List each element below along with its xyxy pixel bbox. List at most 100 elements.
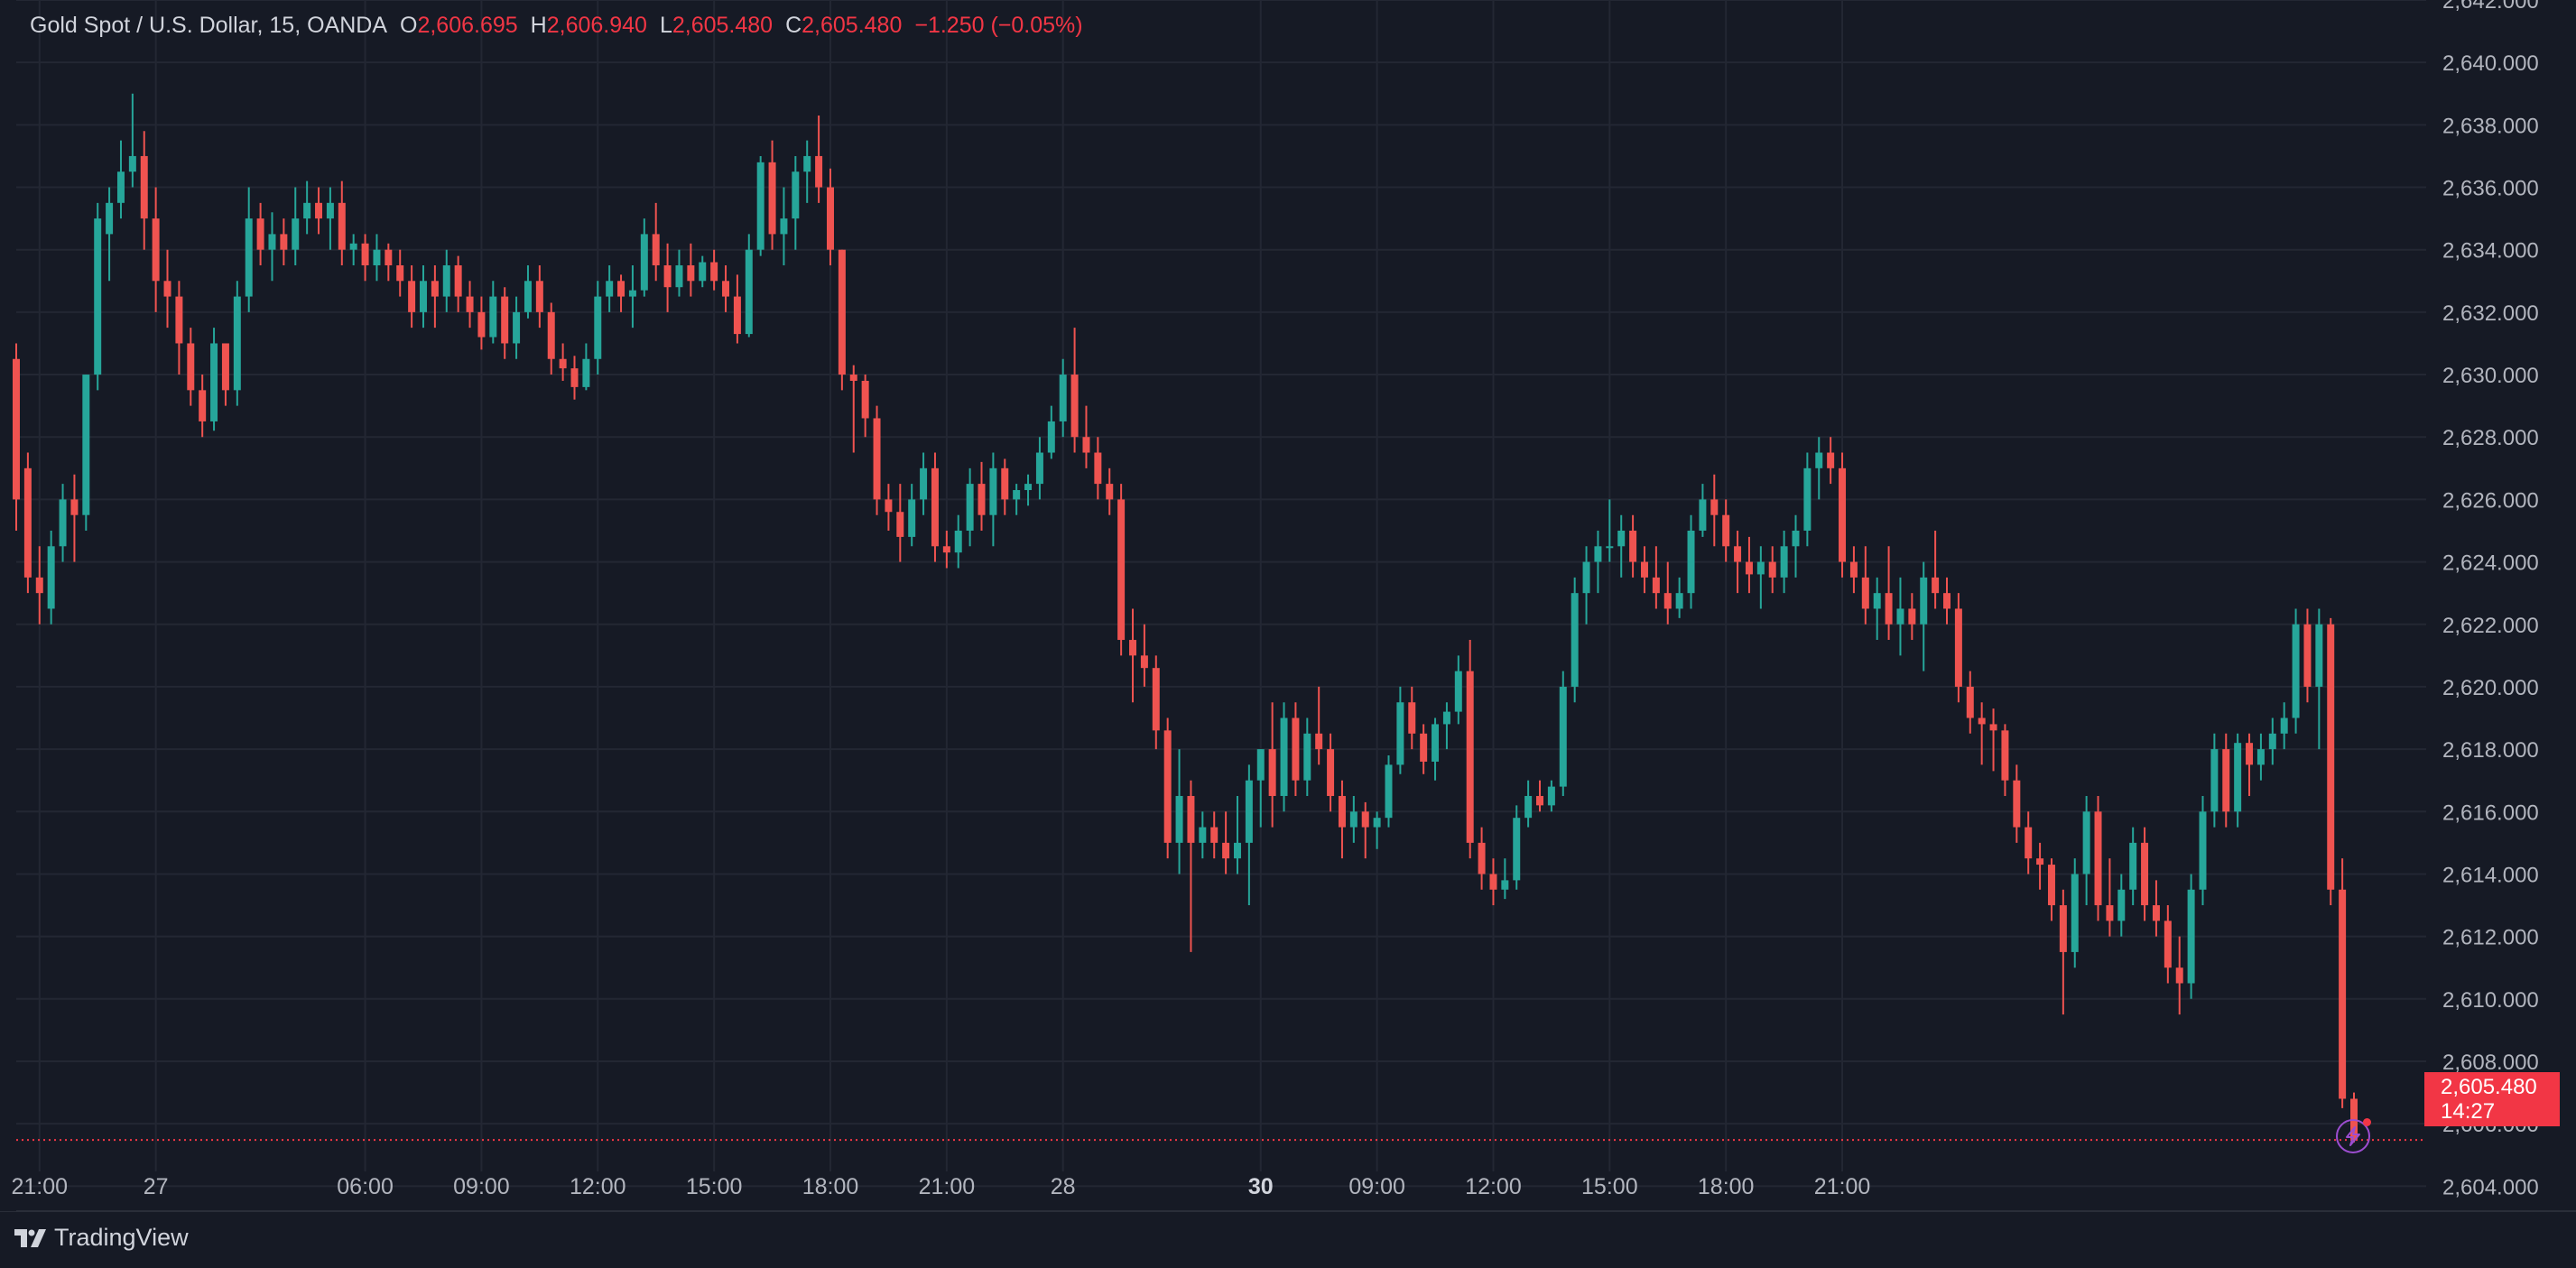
tradingview-logo-icon: [14, 1228, 46, 1247]
candle-down: [477, 296, 486, 350]
candle-down: [1908, 593, 1916, 641]
high-value: 2,606.940: [546, 13, 647, 38]
candle-down: [978, 461, 986, 531]
candle-body: [1594, 546, 1602, 562]
candle-body: [420, 281, 427, 312]
candle-down: [547, 302, 555, 375]
candle-body: [187, 343, 195, 391]
candle-body: [1849, 561, 1858, 578]
symbol-legend[interactable]: Gold Spot / U.S. Dollar, 15, OANDA O 2,60…: [30, 13, 1083, 39]
open-label: O: [400, 13, 418, 38]
candle-down: [1722, 499, 1730, 562]
candle-down: [1327, 733, 1335, 812]
candle-body: [1303, 733, 1311, 781]
price-axis[interactable]: 2,604.0002,606.0002,608.0002,610.0002,61…: [2442, 0, 2539, 1199]
time-tick-label: 09:00: [1348, 1174, 1405, 1199]
bar-countdown: 14:27: [2441, 1099, 2496, 1124]
candle-down: [1082, 405, 1090, 468]
candles: [13, 93, 2358, 1143]
candle-body: [2339, 889, 2347, 1099]
candle-body: [1640, 561, 1648, 578]
candle-body: [1454, 671, 1462, 712]
candle-body: [1989, 724, 1997, 731]
candlestick-chart[interactable]: 2,604.0002,606.0002,608.0002,610.0002,61…: [0, 0, 2576, 1211]
time-axis[interactable]: 21:00 27 06:00 09:00 12:00 15:00 18:00 21:00 28 3…: [11, 1174, 1870, 1199]
candle-down: [1839, 452, 1847, 578]
candle-body: [1606, 546, 1614, 549]
candle-body: [908, 499, 916, 537]
candle-body: [2129, 842, 2137, 890]
candle-down: [1966, 671, 1974, 734]
candle-up: [908, 484, 916, 547]
candle-down: [1849, 546, 1858, 594]
candle-body: [535, 281, 543, 312]
candle-body: [547, 311, 555, 359]
candle-body: [1349, 811, 1357, 828]
candle-body: [1280, 717, 1288, 796]
candle-down: [687, 243, 695, 297]
candle-down: [1361, 801, 1369, 859]
chart-background: [0, 0, 2576, 1211]
candle-down: [466, 281, 474, 329]
candle-down: [2025, 811, 2033, 875]
candle-down: [70, 474, 79, 562]
candle-body: [501, 296, 509, 344]
candle-up: [594, 281, 602, 375]
candle-down: [2047, 858, 2055, 921]
candle-down: [2303, 608, 2312, 703]
candle-down: [885, 484, 893, 531]
candle-body: [1792, 530, 1800, 547]
candle-up: [1245, 764, 1253, 906]
candle-body: [873, 418, 881, 500]
low-value: 2,605.480: [672, 13, 774, 38]
candle-body: [1361, 811, 1369, 828]
candle-down: [1745, 536, 1753, 594]
candle-down: [1070, 328, 1079, 453]
candle-up: [628, 264, 636, 329]
candle-body: [454, 264, 462, 297]
alert-bolt-button[interactable]: [2336, 1118, 2371, 1153]
symbol-title[interactable]: Gold Spot / U.S. Dollar, 15, OANDA: [30, 13, 387, 38]
candle-up: [699, 255, 707, 288]
candle-up: [47, 530, 55, 625]
candle-down: [1954, 593, 1962, 703]
candle-down: [163, 249, 171, 329]
tradingview-logo[interactable]: TradingView: [14, 1224, 189, 1252]
candle-body: [1687, 530, 1695, 594]
candle-body: [2117, 889, 2126, 921]
candle-body: [442, 264, 450, 297]
candle-down: [2164, 905, 2172, 984]
candle-up: [1175, 749, 1183, 875]
candle-down: [2059, 889, 2067, 1015]
time-tick-label: 15:00: [686, 1174, 743, 1199]
candle-body: [1327, 749, 1335, 796]
price-tick-label: 2,608.000: [2442, 1050, 2539, 1075]
candle-body: [1861, 577, 1869, 609]
candle-body: [47, 546, 55, 609]
candle-down: [652, 202, 660, 282]
candle-down: [1827, 437, 1835, 485]
candle-body: [70, 499, 79, 515]
candle-body: [2071, 874, 2079, 952]
candle-down: [1536, 780, 1544, 812]
candle-body: [2303, 624, 2312, 687]
candle-down: [140, 131, 148, 250]
candle-up: [675, 249, 683, 297]
candle-down: [1734, 530, 1742, 594]
close-value: 2,605.480: [802, 13, 903, 38]
candle-body: [128, 155, 136, 172]
candle-up: [1256, 749, 1265, 828]
candle-up: [1013, 484, 1021, 515]
candle-down: [559, 343, 567, 381]
candle-body: [1256, 749, 1265, 781]
candle-up: [1199, 811, 1207, 859]
candle-body: [792, 171, 800, 219]
candle-up: [373, 234, 381, 282]
candle-down: [1315, 686, 1323, 765]
candle-down: [1978, 702, 1986, 765]
candle-up: [780, 187, 788, 265]
price-tick-label: 2,632.000: [2442, 301, 2539, 326]
candle-body: [1432, 724, 1440, 762]
candle-body: [803, 155, 811, 172]
candle-down: [2094, 795, 2102, 921]
